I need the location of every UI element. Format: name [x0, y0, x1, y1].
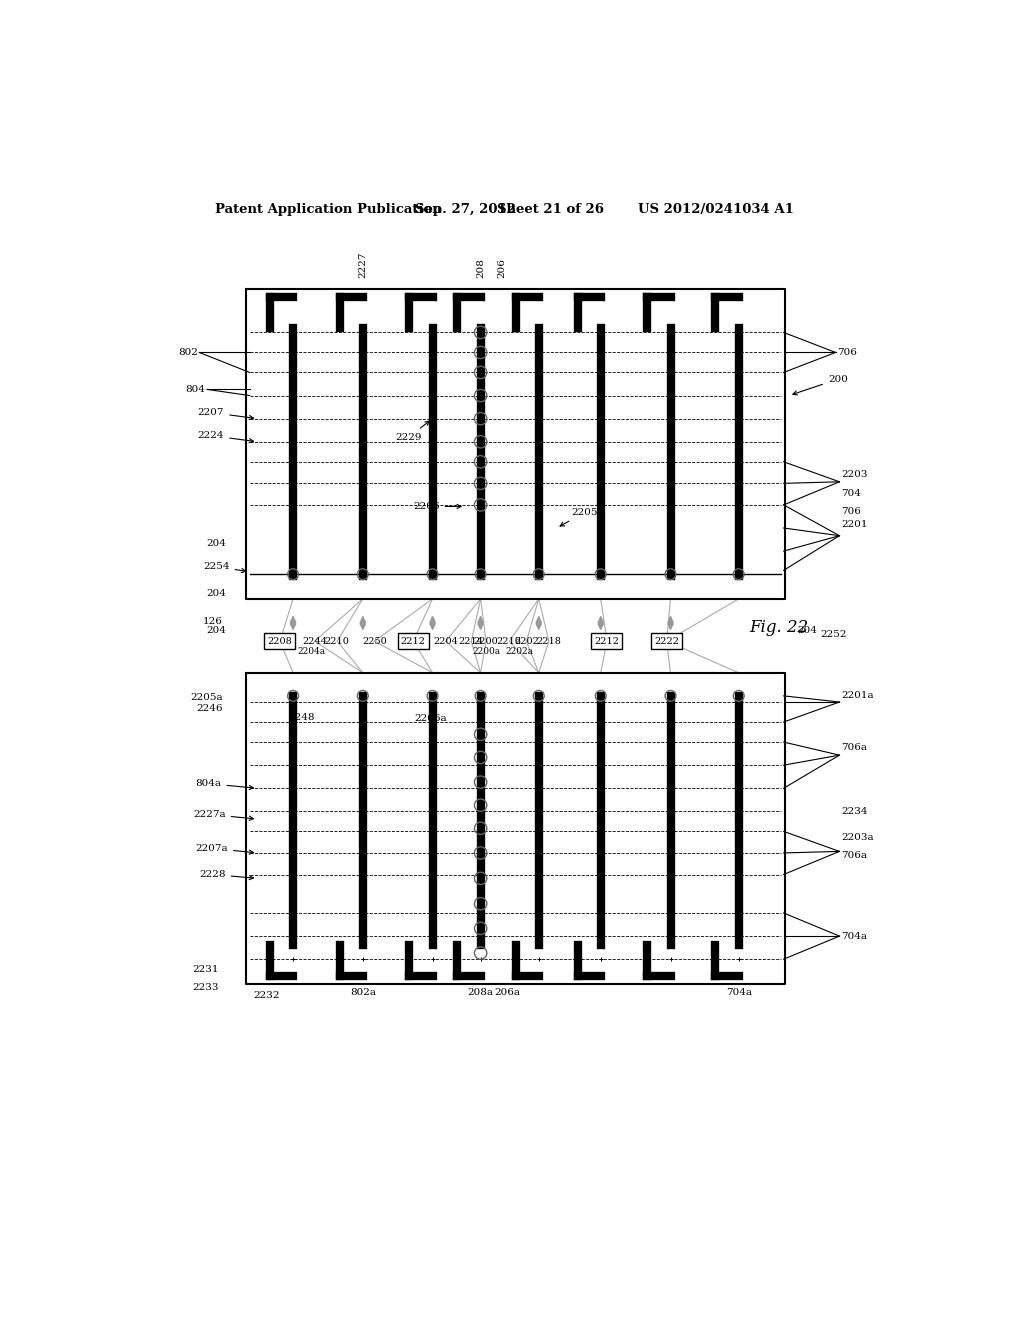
Text: 802a: 802a	[350, 989, 376, 998]
Text: 2204: 2204	[433, 636, 458, 645]
FancyBboxPatch shape	[651, 634, 682, 649]
Text: 2207a: 2207a	[196, 843, 253, 854]
Text: 2212: 2212	[595, 636, 620, 645]
Text: 2210: 2210	[325, 636, 349, 645]
Text: 706a: 706a	[841, 743, 867, 752]
Text: 704a: 704a	[726, 989, 752, 998]
Text: 2252: 2252	[820, 631, 847, 639]
Text: 706: 706	[841, 507, 861, 516]
Text: 200: 200	[793, 375, 848, 395]
Text: 2208: 2208	[267, 636, 292, 645]
Text: 2202a: 2202a	[506, 647, 534, 656]
Text: 706: 706	[838, 348, 857, 356]
Text: 2202: 2202	[514, 636, 539, 645]
Text: 2203: 2203	[841, 470, 867, 479]
Text: 204: 204	[797, 627, 817, 635]
Text: 2248: 2248	[289, 713, 315, 722]
FancyBboxPatch shape	[264, 634, 295, 649]
Text: 2212: 2212	[400, 636, 426, 645]
Text: 802: 802	[178, 348, 198, 356]
Text: 206a: 206a	[495, 989, 521, 998]
Text: 704: 704	[841, 488, 861, 498]
Text: 2205a: 2205a	[189, 693, 222, 702]
FancyBboxPatch shape	[592, 634, 623, 649]
Text: 206: 206	[497, 257, 506, 277]
Text: 2222: 2222	[654, 636, 679, 645]
Text: 2200: 2200	[474, 636, 499, 645]
Text: 2228: 2228	[200, 870, 253, 879]
Text: 204: 204	[207, 539, 226, 548]
Text: 2201: 2201	[841, 520, 867, 528]
FancyBboxPatch shape	[397, 634, 429, 649]
Text: 2214: 2214	[459, 636, 483, 645]
Text: 2227a: 2227a	[194, 810, 253, 820]
Text: 2227: 2227	[358, 251, 368, 277]
Text: 2233: 2233	[193, 983, 219, 993]
Text: 2201a: 2201a	[841, 692, 873, 701]
Text: 126: 126	[203, 618, 222, 626]
Text: 2200a: 2200a	[472, 647, 500, 656]
Text: 2205: 2205	[560, 508, 598, 527]
Text: 2246: 2246	[196, 705, 222, 713]
Text: 2231: 2231	[193, 965, 219, 974]
Text: 2250: 2250	[362, 636, 387, 645]
Text: 2218: 2218	[537, 636, 561, 645]
Text: 2203a: 2203a	[841, 833, 873, 842]
Text: Fig. 22: Fig. 22	[750, 619, 809, 636]
Text: 2234: 2234	[841, 807, 867, 816]
Text: US 2012/0241034 A1: US 2012/0241034 A1	[638, 203, 794, 216]
Text: Sheet 21 of 26: Sheet 21 of 26	[497, 203, 604, 216]
Text: 208: 208	[476, 257, 485, 277]
Text: 208a: 208a	[468, 989, 494, 998]
Text: 704a: 704a	[841, 932, 867, 941]
Text: 204: 204	[207, 589, 226, 598]
Text: 2229: 2229	[395, 421, 429, 442]
Text: 804a: 804a	[196, 779, 253, 789]
Text: 2216: 2216	[497, 636, 522, 645]
Text: Sep. 27, 2012: Sep. 27, 2012	[415, 203, 516, 216]
Text: 2244: 2244	[302, 636, 328, 645]
Text: Patent Application Publication: Patent Application Publication	[215, 203, 441, 216]
Text: 2232: 2232	[254, 991, 280, 999]
Text: 706a: 706a	[841, 851, 867, 859]
Text: 204: 204	[207, 627, 226, 635]
Text: 2206a: 2206a	[415, 714, 447, 730]
Text: 2207: 2207	[198, 408, 253, 420]
Text: 2204a: 2204a	[298, 647, 326, 656]
Text: 2254: 2254	[203, 562, 246, 573]
Text: 2206: 2206	[414, 502, 461, 511]
Text: 2224: 2224	[198, 432, 253, 442]
Text: 804: 804	[185, 385, 206, 393]
